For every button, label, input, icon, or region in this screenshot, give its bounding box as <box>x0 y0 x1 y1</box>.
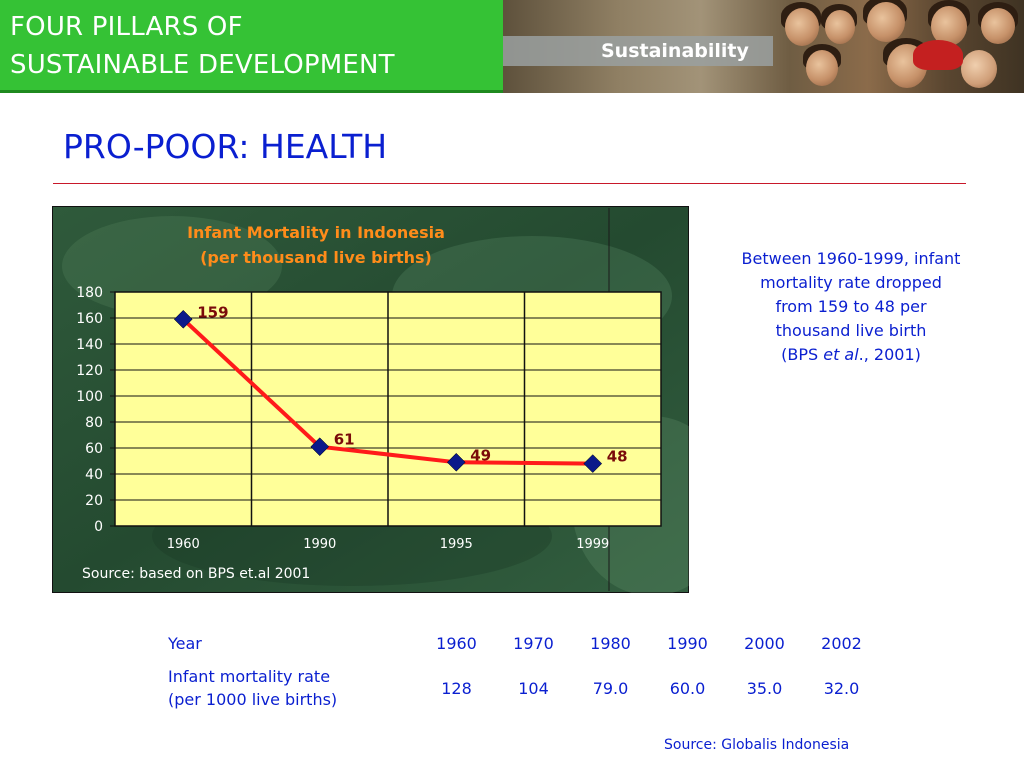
x-tick-label: 1960 <box>167 537 200 552</box>
data-point <box>583 454 603 473</box>
table-cell: 60.0 <box>669 678 706 698</box>
table-cell: 32.0 <box>823 678 860 698</box>
note-line-3: from 159 to 48 per <box>775 297 927 316</box>
y-tick-label: 80 <box>85 415 103 431</box>
photo-face-2 <box>825 10 855 44</box>
y-tick-label: 160 <box>76 311 103 327</box>
y-tick-label: 20 <box>85 493 103 509</box>
chart-data-labels: 159 61 49 48 <box>197 303 627 465</box>
note-cite-post: ., 2001) <box>858 345 921 364</box>
note-citation: (BPS et al., 2001) <box>720 343 982 367</box>
y-tick-label: 120 <box>76 363 103 379</box>
x-tick-label: 1990 <box>303 537 336 552</box>
photo-face-1 <box>785 8 819 46</box>
data-label: 159 <box>197 303 228 321</box>
note-line-1: Between 1960-1999, infant <box>741 249 961 268</box>
note-cite-pre: (BPS <box>781 345 824 364</box>
y-axis-ticks: 0 20 40 60 80 100 120 140 160 180 <box>76 285 103 535</box>
photo-face-5 <box>981 8 1015 44</box>
note-cite-em: et al <box>823 345 859 364</box>
data-point <box>310 437 330 457</box>
series-line <box>181 317 593 466</box>
photo-helmet <box>913 40 963 70</box>
chart-title: Infant Mortality in Indonesia <box>187 223 445 242</box>
infant-mortality-chart: Infant Mortality in Indonesia (per thous… <box>52 206 689 593</box>
x-tick-label: 1995 <box>440 537 473 552</box>
table-row: Year 1960 1970 1980 1990 2000 2002 <box>160 628 880 658</box>
table-cell: 104 <box>518 678 549 698</box>
y-tick-label: 0 <box>94 519 103 535</box>
y-tick-label: 180 <box>76 285 103 301</box>
table-cell: 1970 <box>513 633 554 653</box>
photo-caption: Sustainability <box>601 40 749 62</box>
rate-header: Infant mortality rate (per 1000 live bir… <box>160 658 418 718</box>
mortality-table: Year 1960 1970 1980 1990 2000 2002 Infan… <box>160 628 880 718</box>
chart-series <box>173 309 603 473</box>
data-label: 48 <box>607 448 628 466</box>
table-cell: 35.0 <box>746 678 783 698</box>
table-cell: 79.0 <box>592 678 629 698</box>
x-tick-label: 1999 <box>576 537 609 552</box>
photo-face-3 <box>867 2 905 42</box>
chart-texture-1 <box>62 216 282 316</box>
year-header: Year <box>168 633 202 653</box>
y-tick-label: 40 <box>85 467 103 483</box>
data-point <box>446 452 466 472</box>
note-line-4: thousand live birth <box>775 321 927 340</box>
y-tick-label: 100 <box>76 389 103 405</box>
banner-line-2: SUSTAINABLE DEVELOPMENT <box>10 50 395 80</box>
data-point <box>173 309 193 329</box>
chart-source: Source: based on BPS et.al 2001 <box>82 566 310 582</box>
data-label: 61 <box>334 431 355 449</box>
title-divider <box>53 183 966 184</box>
header-banner: FOUR PILLARS OF SUSTAINABLE DEVELOPMENT <box>0 0 503 93</box>
y-tick-label: 60 <box>85 441 103 457</box>
photo-band <box>503 36 773 66</box>
slide-title: PRO-POOR: HEALTH <box>63 127 388 166</box>
chart-svg: Infant Mortality in Indonesia (per thous… <box>52 206 689 593</box>
chart-gridlines <box>110 291 661 527</box>
rate-header-line-1: Infant mortality rate <box>168 667 331 686</box>
table-cell: 2002 <box>821 633 862 653</box>
table-cell: 1980 <box>590 633 631 653</box>
chart-note: Between 1960-1999, infant mortality rate… <box>720 247 982 367</box>
note-line-2: mortality rate dropped <box>760 273 942 292</box>
photo-face-4 <box>931 6 967 46</box>
x-axis-ticks: 1960 1990 1995 1999 <box>167 537 610 552</box>
header-photo: Sustainability <box>503 0 1024 93</box>
photo-face-7 <box>806 50 838 86</box>
banner-line-1: FOUR PILLARS OF <box>10 12 243 42</box>
table-cell: 128 <box>441 678 472 698</box>
rate-header-line-2: (per 1000 live births) <box>168 690 338 709</box>
y-tick-label: 140 <box>76 337 103 353</box>
table-row: Infant mortality rate (per 1000 live bir… <box>160 658 880 718</box>
table-cell: 2000 <box>744 633 785 653</box>
table-source: Source: Globalis Indonesia <box>664 737 850 753</box>
data-label: 49 <box>470 446 491 464</box>
table-cell: 1960 <box>436 633 477 653</box>
chart-subtitle: (per thousand live births) <box>200 248 432 267</box>
table-cell: 1990 <box>667 633 708 653</box>
photo-face-8 <box>961 50 997 88</box>
